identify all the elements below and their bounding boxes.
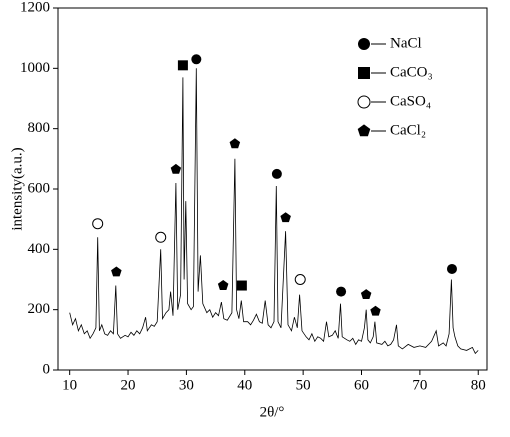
x-tick-label: 40 (237, 377, 252, 393)
marker (271, 168, 282, 179)
x-tick-label: 70 (412, 377, 427, 393)
legend-marker (357, 124, 371, 137)
y-tick-label: 200 (28, 301, 51, 317)
y-tick-label: 800 (28, 120, 51, 136)
y-tick-label: 400 (28, 241, 51, 257)
y-tick-label: 600 (28, 180, 51, 196)
marker (229, 138, 241, 149)
legend-marker (358, 38, 370, 50)
marker (111, 266, 122, 277)
y-tick-label: 0 (43, 361, 51, 377)
legend-label: NaCl (390, 35, 422, 51)
marker (236, 280, 247, 291)
xrd-line (69, 68, 479, 355)
x-tick-label: 20 (121, 377, 136, 393)
x-tick-label: 10 (62, 377, 77, 393)
x-tick-label: 50 (296, 377, 311, 393)
legend-marker (357, 95, 371, 109)
x-tick-label: 60 (354, 377, 369, 393)
marker (191, 54, 202, 65)
marker (92, 218, 104, 230)
y-axis-label: intensity(a.u.) (9, 147, 25, 230)
plot-frame (57, 7, 488, 371)
x-tick-label: 30 (179, 377, 194, 393)
marker (336, 286, 347, 297)
marker (280, 212, 291, 223)
legend-label: CaCO₃ (390, 64, 433, 80)
marker (217, 280, 229, 290)
y-tick-label: 1200 (20, 0, 50, 15)
legend-label: CaSO₄ (390, 93, 431, 109)
legend-label: CaCl₂ (390, 122, 426, 138)
marker (155, 231, 167, 243)
y-tick-label: 1000 (20, 60, 50, 76)
marker (370, 305, 381, 316)
x-axis-label: 2θ/° (260, 404, 285, 420)
marker (170, 163, 182, 174)
marker (446, 263, 457, 274)
marker (294, 274, 306, 285)
marker (360, 289, 372, 299)
marker (177, 60, 188, 71)
x-tick-label: 80 (471, 377, 486, 393)
legend-marker (358, 67, 370, 79)
